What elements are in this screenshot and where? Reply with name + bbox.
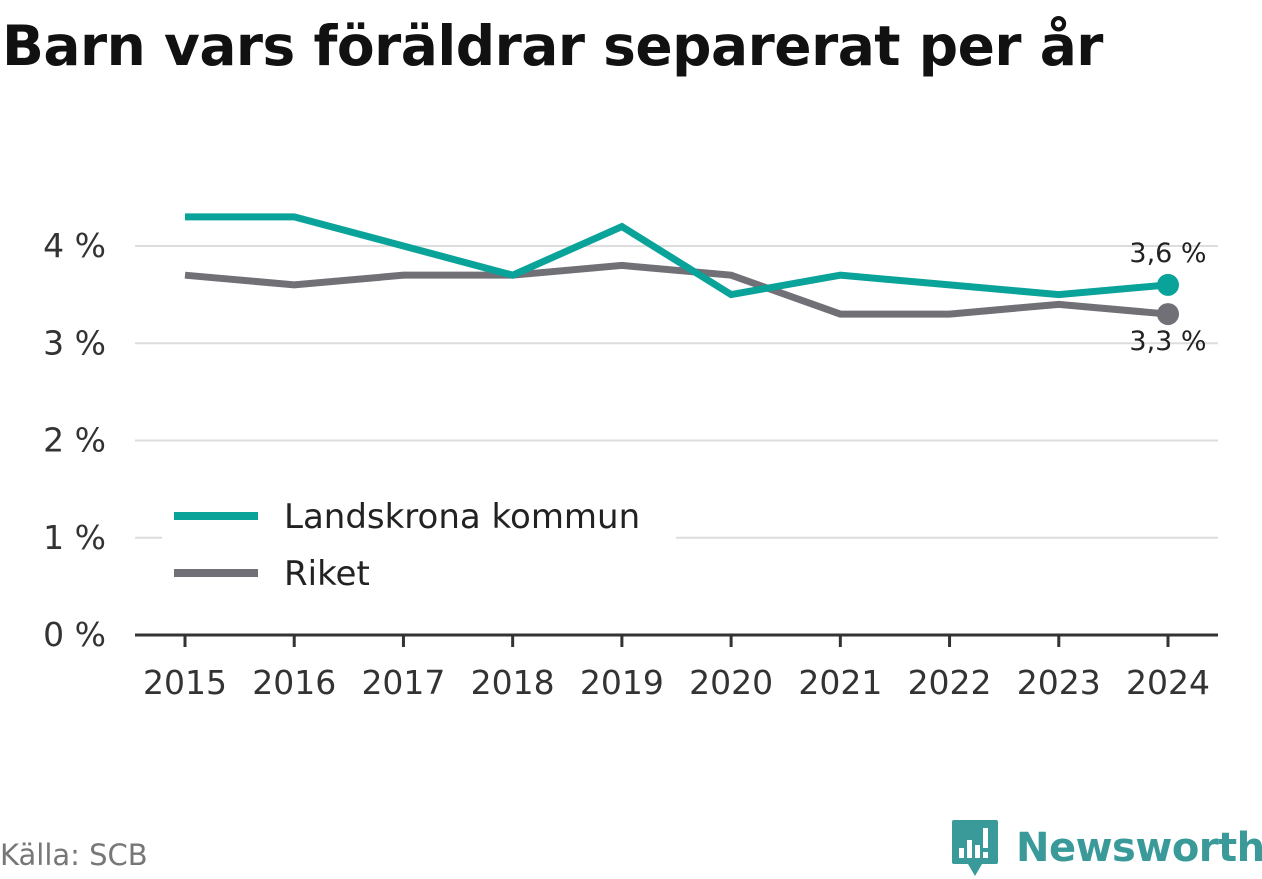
legend-label: Landskrona kommun	[284, 497, 640, 537]
chart-title: Barn vars föräldrar separerat per år	[2, 14, 1103, 78]
y-tick-label: 0 %	[43, 615, 106, 654]
y-tick-label: 3 %	[43, 323, 106, 362]
series-line-landskrona	[185, 213, 1169, 299]
end-marker	[1157, 303, 1179, 326]
y-tick-label: 4 %	[43, 226, 106, 265]
x-tick-label: 2020	[689, 663, 773, 702]
x-axis	[135, 633, 1218, 647]
series-line-riket	[184, 261, 1169, 318]
end-value-label: 3,3 %	[1129, 326, 1206, 357]
y-axis-tick-labels: 0 % 1 % 2 % 3 % 4 %	[43, 226, 106, 654]
x-tick-label: 2022	[908, 663, 992, 702]
x-tick-label: 2018	[471, 663, 555, 702]
x-tick-label: 2024	[1126, 663, 1210, 702]
series-lines	[184, 213, 1169, 318]
y-tick-label: 2 %	[43, 421, 106, 460]
legend-box	[162, 490, 676, 600]
brand-name: Newsworthy	[1016, 825, 1262, 871]
legend: Landskrona kommun Riket	[174, 497, 640, 594]
series-end-markers: 3,6 % 3,3 %	[1129, 238, 1206, 357]
x-axis-tick-labels: 2015 2016 2017 2018 2019 2020 2021 2022 2023 2024	[143, 663, 1210, 702]
legend-background	[162, 490, 676, 600]
legend-label: Riket	[284, 554, 370, 594]
x-tick-label: 2016	[252, 663, 336, 702]
end-marker	[1157, 273, 1179, 296]
y-tick-label: 1 %	[43, 518, 106, 557]
brand-logo[interactable]: Newsworthy	[950, 818, 1262, 878]
x-tick-label: 2015	[143, 663, 227, 702]
end-value-label: 3,6 %	[1129, 238, 1206, 269]
x-tick-label: 2023	[1017, 663, 1101, 702]
x-tick-label: 2021	[798, 663, 882, 702]
newsworthy-bar-chart-icon	[952, 820, 998, 876]
x-tick-label: 2019	[580, 663, 664, 702]
source-note: Källa: SCB	[0, 838, 148, 872]
x-tick-label: 2017	[361, 663, 445, 702]
